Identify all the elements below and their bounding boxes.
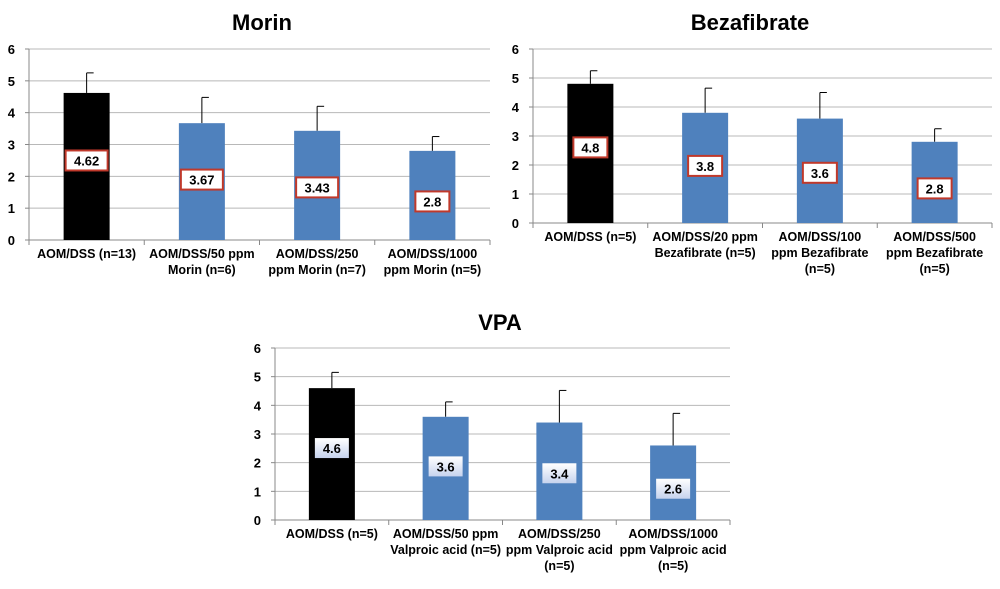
- data-label-box: [687, 154, 724, 177]
- x-tick-label: AOM/DSS (n=5): [286, 527, 378, 541]
- x-tick-label: ppm Morin (n=7): [268, 263, 366, 277]
- y-tick-label: 0: [254, 513, 261, 528]
- x-tick-label: Bezafibrate (n=5): [655, 246, 756, 260]
- chart-title: VPA: [478, 310, 522, 335]
- y-tick-label: 5: [512, 71, 519, 86]
- data-label-box: [314, 438, 349, 459]
- data-label-box: [414, 190, 451, 213]
- data-label-box: [295, 176, 340, 199]
- x-tick-label: AOM/DSS/250: [276, 247, 359, 261]
- x-tick-label: ppm Bezafibrate: [771, 246, 868, 260]
- x-tick-label: (n=5): [805, 262, 835, 276]
- data-label: 4.6: [323, 441, 341, 456]
- x-tick-label: AOM/DSS/500: [893, 230, 976, 244]
- y-tick-label: 1: [254, 484, 261, 499]
- data-label-box: [179, 168, 224, 191]
- y-tick-label: 4: [512, 100, 520, 115]
- data-label-box: [801, 161, 838, 184]
- x-tick-label: AOM/DSS/50 ppm: [149, 247, 255, 261]
- y-tick-label: 6: [8, 42, 15, 57]
- x-tick-label: AOM/DSS/1000: [628, 527, 718, 541]
- data-label-box: [428, 456, 463, 477]
- data-label: 3.43: [304, 180, 329, 195]
- y-tick-label: 2: [512, 158, 519, 173]
- y-tick-label: 2: [254, 456, 261, 471]
- chart-title: Bezafibrate: [691, 10, 810, 35]
- data-label: 3.4: [550, 466, 569, 481]
- chart-morin: Morin 0 1 2 3 4 5 6 4.62 AOM/DSS (n=13) 3.67 AOM/DS…: [8, 10, 491, 277]
- y-tick-label: 5: [254, 370, 261, 385]
- x-tick-label: AOM/DSS/1000: [388, 247, 478, 261]
- data-label: 3.6: [811, 166, 829, 181]
- x-tick-label: Morin (n=6): [168, 263, 236, 277]
- x-tick-label: ppm Morin (n=5): [384, 263, 482, 277]
- x-tick-label: (n=5): [920, 262, 950, 276]
- data-label-box: [64, 149, 109, 172]
- x-tick-label: AOM/DSS/250: [518, 527, 601, 541]
- x-tick-label: (n=5): [658, 559, 688, 573]
- y-tick-label: 5: [8, 74, 15, 89]
- data-label: 2.6: [664, 482, 682, 497]
- y-tick-label: 3: [512, 129, 519, 144]
- x-tick-label: ppm Bezafibrate: [886, 246, 983, 260]
- data-label: 2.8: [926, 181, 944, 196]
- data-label: 2.8: [423, 194, 441, 209]
- data-label-box: [656, 478, 691, 499]
- x-tick-label: AOM/DSS (n=5): [544, 230, 636, 244]
- chart-bezafibrate: Bezafibrate 0 1 2 3 4 5 6 4.8 AOM/DSS (n=5) 3.8 AOM…: [512, 10, 993, 276]
- y-tick-label: 2: [8, 169, 15, 184]
- y-tick-label: 6: [512, 42, 519, 57]
- data-label: 4.62: [74, 153, 99, 168]
- y-tick-label: 4: [8, 106, 16, 121]
- data-label: 3.8: [696, 159, 714, 174]
- data-label-box: [916, 177, 953, 200]
- y-tick-label: 0: [8, 233, 15, 248]
- x-tick-label: Valproic acid (n=5): [390, 543, 501, 557]
- x-tick-label: ppm Valproic acid: [620, 543, 727, 557]
- y-tick-label: 3: [8, 138, 15, 153]
- chart-vpa: VPA 0 1 2 3 4 5 6 4.6 AOM/DSS (n=5) 3.6 AOM/DSS/50 …: [254, 310, 731, 573]
- y-tick-label: 3: [254, 427, 261, 442]
- y-tick-label: 1: [512, 187, 519, 202]
- x-tick-label: ppm Valproic acid: [506, 543, 613, 557]
- data-label-box: [542, 463, 577, 484]
- x-tick-label: AOM/DSS/20 ppm: [652, 230, 758, 244]
- y-tick-label: 4: [254, 398, 262, 413]
- data-label: 3.67: [189, 173, 214, 188]
- y-tick-label: 1: [8, 201, 15, 216]
- x-tick-label: AOM/DSS/100: [779, 230, 862, 244]
- data-label-box: [572, 136, 609, 159]
- x-tick-label: AOM/DSS (n=13): [37, 247, 136, 261]
- data-label: 4.8: [581, 140, 599, 155]
- chart-title: Morin: [232, 10, 292, 35]
- data-label: 3.6: [437, 459, 455, 474]
- y-tick-label: 0: [512, 216, 519, 231]
- x-tick-label: (n=5): [544, 559, 574, 573]
- x-tick-label: AOM/DSS/50 ppm: [393, 527, 499, 541]
- y-tick-label: 6: [254, 341, 261, 356]
